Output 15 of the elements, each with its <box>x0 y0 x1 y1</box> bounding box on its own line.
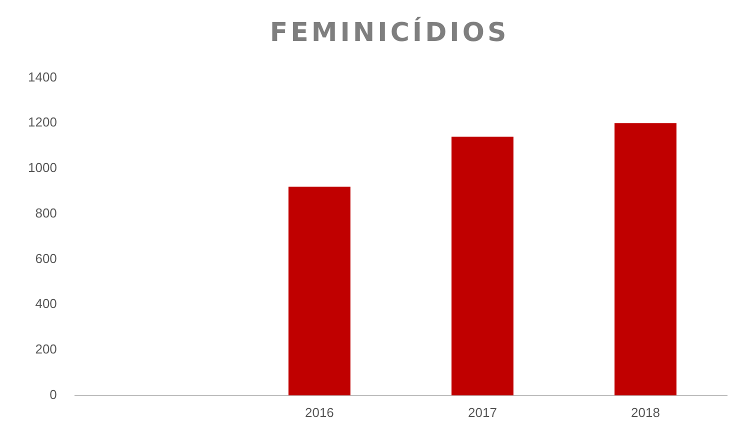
y-tick-label: 1200 <box>28 114 57 130</box>
chart-title: FEMINICÍDIOS <box>268 18 510 50</box>
y-tick-label: 200 <box>35 342 57 357</box>
bar <box>288 186 350 396</box>
bar <box>451 136 514 396</box>
y-tick-label: 1400 <box>28 69 57 84</box>
y-tick-label: 1000 <box>28 160 57 176</box>
y-tick-label: 0 <box>50 386 57 402</box>
y-tick-label: 600 <box>35 250 57 266</box>
x-tick-label: 2017 <box>468 404 497 420</box>
y-tick-label: 800 <box>35 205 57 220</box>
y-tick-label: 400 <box>35 296 57 312</box>
x-tick-label: 2016 <box>304 404 334 420</box>
x-tick-label: 2018 <box>631 404 660 420</box>
bar <box>614 123 676 396</box>
